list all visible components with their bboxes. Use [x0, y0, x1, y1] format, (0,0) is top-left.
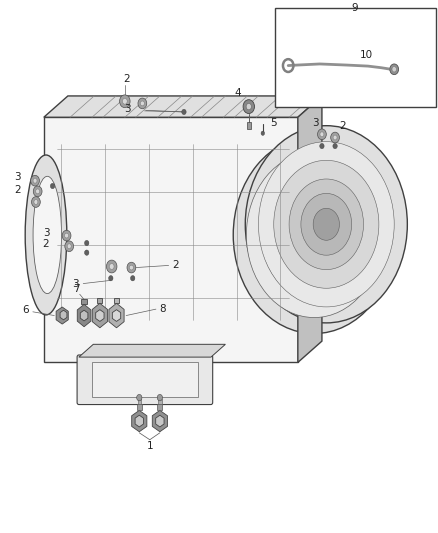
Text: 1: 1 — [146, 441, 153, 451]
Polygon shape — [60, 310, 67, 320]
Ellipse shape — [25, 155, 67, 315]
Text: 10: 10 — [360, 51, 373, 60]
Circle shape — [50, 183, 55, 189]
Polygon shape — [80, 310, 88, 321]
Circle shape — [261, 131, 265, 135]
Text: 9: 9 — [351, 3, 358, 13]
Polygon shape — [152, 410, 167, 432]
Circle shape — [131, 276, 135, 281]
Polygon shape — [77, 304, 91, 327]
Circle shape — [157, 394, 162, 401]
Polygon shape — [298, 96, 322, 362]
Circle shape — [243, 100, 254, 114]
Circle shape — [130, 265, 133, 270]
Circle shape — [246, 103, 251, 110]
Circle shape — [261, 171, 367, 299]
Circle shape — [120, 95, 130, 108]
Polygon shape — [92, 303, 107, 328]
Circle shape — [289, 204, 340, 266]
Ellipse shape — [33, 176, 61, 294]
Circle shape — [85, 250, 89, 255]
Circle shape — [233, 136, 395, 334]
Text: 3: 3 — [14, 172, 21, 182]
Text: 6: 6 — [22, 305, 29, 315]
Circle shape — [182, 109, 186, 115]
Circle shape — [34, 199, 38, 205]
Text: 2: 2 — [124, 74, 131, 84]
Circle shape — [320, 132, 324, 137]
Polygon shape — [132, 410, 147, 432]
Text: 2: 2 — [14, 185, 21, 195]
Circle shape — [137, 394, 142, 401]
Polygon shape — [95, 310, 104, 321]
Polygon shape — [79, 344, 226, 357]
Circle shape — [32, 197, 40, 207]
Circle shape — [246, 152, 382, 318]
FancyBboxPatch shape — [77, 355, 213, 405]
Bar — [247, 122, 251, 129]
Circle shape — [309, 229, 319, 241]
Circle shape — [320, 143, 324, 149]
Circle shape — [301, 193, 352, 255]
Circle shape — [33, 186, 42, 197]
Bar — [97, 298, 102, 303]
Bar — [158, 399, 162, 404]
Circle shape — [85, 240, 89, 246]
Circle shape — [65, 241, 74, 252]
Polygon shape — [56, 307, 68, 324]
Text: 7: 7 — [73, 284, 80, 294]
Text: 4: 4 — [234, 88, 241, 98]
Circle shape — [62, 230, 71, 241]
Polygon shape — [155, 415, 164, 427]
Bar — [275, 8, 436, 107]
Bar — [157, 404, 162, 410]
Circle shape — [333, 143, 337, 149]
Text: 8: 8 — [159, 304, 166, 314]
Circle shape — [318, 129, 326, 140]
Polygon shape — [135, 415, 144, 427]
Bar — [114, 298, 119, 303]
Circle shape — [127, 262, 136, 273]
Circle shape — [64, 233, 68, 238]
Circle shape — [33, 178, 37, 183]
Circle shape — [274, 160, 379, 288]
Circle shape — [106, 260, 117, 273]
Circle shape — [110, 264, 114, 269]
Text: 2: 2 — [42, 239, 49, 249]
Text: 3: 3 — [72, 279, 79, 288]
Circle shape — [331, 132, 339, 143]
Circle shape — [289, 179, 364, 270]
Bar — [138, 399, 141, 404]
Circle shape — [258, 142, 394, 307]
Circle shape — [36, 189, 40, 193]
Bar — [92, 362, 198, 397]
Circle shape — [277, 190, 351, 280]
Text: 2: 2 — [172, 261, 179, 270]
Circle shape — [138, 98, 147, 109]
Text: 3: 3 — [312, 118, 319, 127]
Circle shape — [67, 244, 71, 248]
Circle shape — [333, 135, 337, 140]
Polygon shape — [109, 303, 124, 328]
Text: 2: 2 — [339, 121, 346, 131]
Circle shape — [392, 67, 396, 72]
Bar — [44, 117, 298, 362]
Circle shape — [109, 276, 113, 281]
Circle shape — [301, 219, 327, 251]
Text: 5: 5 — [270, 118, 277, 128]
Text: 3: 3 — [124, 104, 131, 114]
Circle shape — [140, 101, 144, 106]
Circle shape — [123, 99, 127, 104]
Text: 3: 3 — [42, 229, 49, 238]
Circle shape — [313, 208, 339, 240]
Bar — [137, 404, 142, 410]
Circle shape — [245, 126, 407, 323]
Polygon shape — [44, 96, 322, 117]
Polygon shape — [112, 310, 121, 321]
Circle shape — [31, 175, 39, 186]
Circle shape — [390, 64, 399, 75]
Bar — [81, 299, 87, 304]
